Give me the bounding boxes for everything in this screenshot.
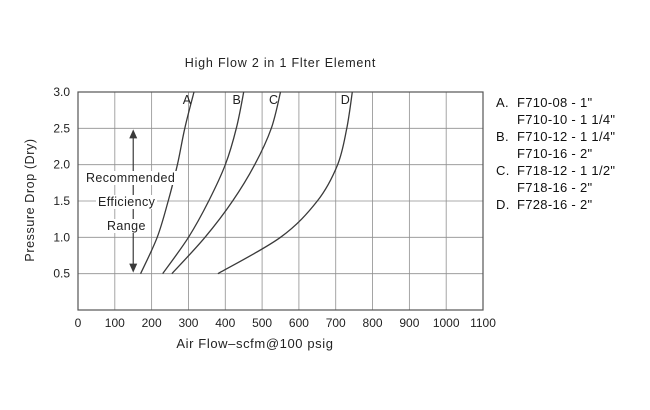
legend-item-letter (496, 111, 517, 128)
legend-item: C. F718-12 - 1 1/2" (496, 162, 615, 179)
legend-item-model: F710-16 - 2" (517, 146, 593, 161)
curve-label-C: C (269, 93, 278, 107)
x-tick-label: 100 (105, 316, 125, 330)
annotation-recommended: Recommended (84, 171, 178, 185)
curve-label-B: B (233, 93, 241, 107)
curve-C (171, 91, 282, 275)
legend-item-letter: B. (496, 129, 509, 144)
legend-item-letter: C. (496, 163, 510, 178)
legend-item-model: F718-16 - 2" (517, 180, 593, 195)
x-tick-label: 200 (142, 316, 162, 330)
x-tick-label: 300 (178, 316, 198, 330)
y-tick-label: 2.0 (53, 158, 70, 172)
legend-item: A. F710-08 - 1" (496, 94, 615, 111)
legend-item-letter: A. (496, 95, 509, 110)
curve-label-D: D (341, 93, 350, 107)
x-tick-label: 800 (363, 316, 383, 330)
x-tick-label: 700 (326, 316, 346, 330)
y-tick-label: 3.0 (53, 85, 70, 99)
legend-item-model: F710-08 - 1" (517, 95, 593, 110)
legend-item: F710-10 - 1 1/4" (496, 111, 615, 128)
y-tick-label: 1.5 (53, 194, 70, 208)
legend-item-model: F710-10 - 1 1/4" (517, 112, 616, 127)
x-tick-label: 600 (289, 316, 309, 330)
legend-item-model: F728-16 - 2" (517, 197, 593, 212)
annotation-range: Range (105, 219, 148, 233)
annotation-efficiency: Efficiency (96, 195, 158, 209)
legend-item-model: F718-12 - 1 1/2" (517, 163, 616, 178)
legend-item: D. F728-16 - 2" (496, 196, 615, 213)
legend-item: F718-16 - 2" (496, 179, 615, 196)
legend-item-letter: D. (496, 197, 510, 212)
curve-B (162, 91, 245, 275)
x-tick-label: 400 (215, 316, 235, 330)
curve-D (217, 91, 353, 275)
range-arrow-head-up (129, 129, 138, 139)
x-tick-label: 500 (252, 316, 272, 330)
legend-item-letter (496, 179, 517, 196)
curve-label-A: A (183, 93, 192, 107)
range-arrow-head-down (129, 263, 138, 273)
y-tick-label: 2.5 (53, 121, 70, 135)
plot-border (77, 91, 484, 311)
x-axis-label: Air Flow–scfm@100 psig (176, 336, 334, 351)
x-tick-label: 0 (75, 316, 82, 330)
y-tick-label: 1.0 (53, 230, 70, 244)
y-tick-label: 0.5 (53, 267, 70, 281)
legend-item-letter (496, 145, 517, 162)
legend: A. F710-08 - 1" F710-10 - 1 1/4" B. F710… (496, 94, 615, 213)
x-tick-label: 1100 (470, 316, 496, 330)
chart-title: High Flow 2 in 1 Flter Element (184, 56, 377, 70)
legend-item: F710-16 - 2" (496, 145, 615, 162)
legend-item: B. F710-12 - 1 1/4" (496, 128, 615, 145)
x-tick-label: 900 (399, 316, 419, 330)
legend-item-model: F710-12 - 1 1/4" (517, 129, 616, 144)
x-tick-label: 1000 (433, 316, 460, 330)
